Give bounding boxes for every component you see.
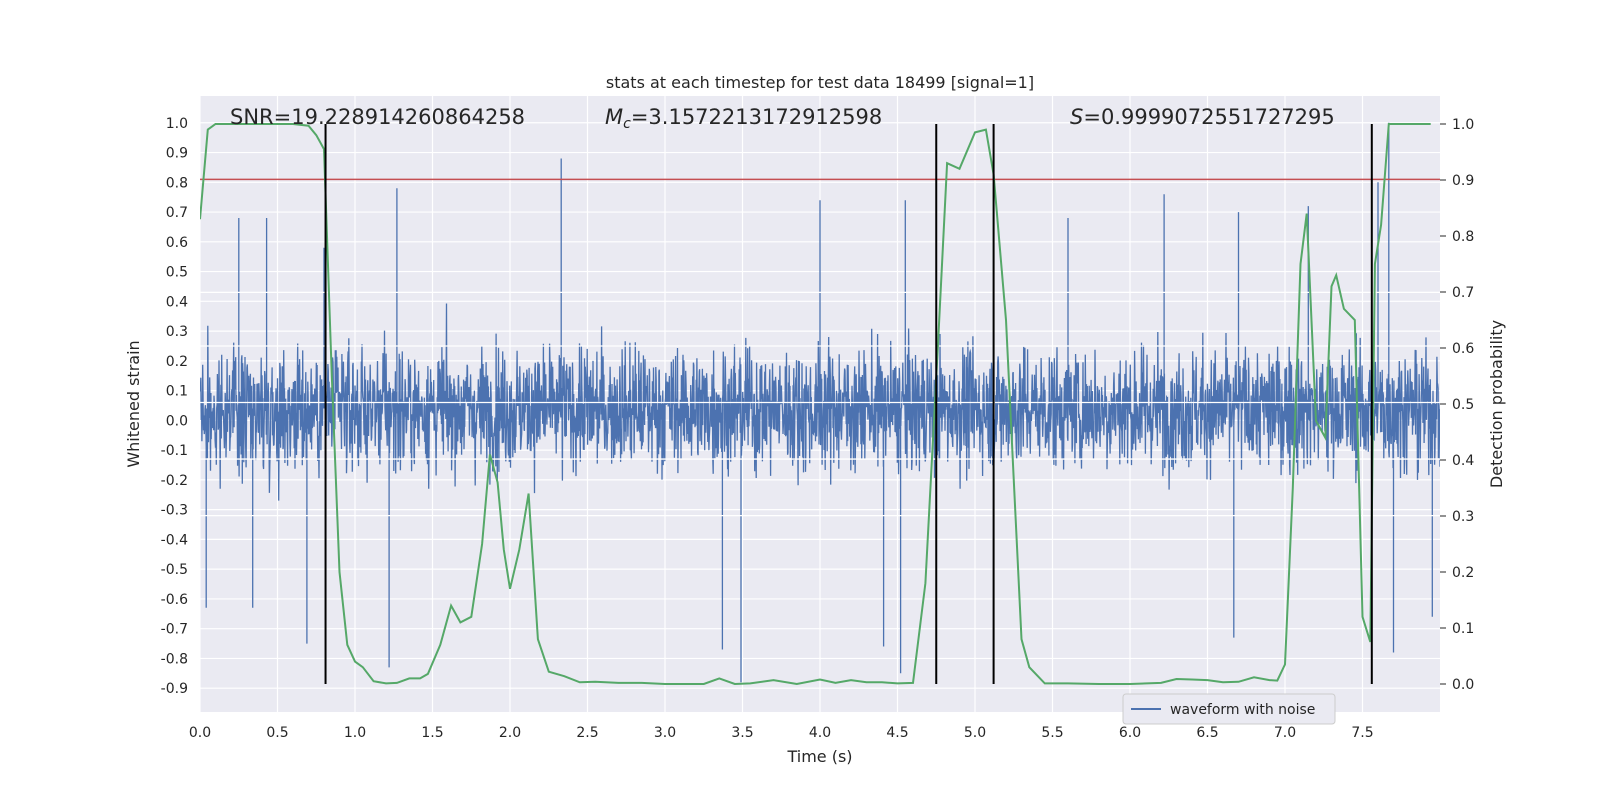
y-left-tick-label: 0.4 (166, 294, 188, 310)
y-left-tick-label: -0.1 (161, 443, 188, 459)
y-right-tick-label: 0.3 (1452, 509, 1474, 525)
legend-box (1122, 693, 1336, 725)
y-right-tick-label: 0.9 (1452, 173, 1474, 189)
y-right-tick-label: 0.7 (1452, 285, 1474, 301)
x-tick-label: 6.0 (1119, 725, 1141, 741)
x-tick-label: 4.5 (886, 725, 908, 741)
x-tick-label: 0.0 (189, 725, 211, 741)
y-right-tick-label: 0.2 (1452, 565, 1474, 581)
waveform-series (200, 122, 1440, 683)
y-left-tick-label: -0.8 (161, 651, 188, 667)
y-left-tick-label: 0.9 (166, 146, 188, 162)
y-left-tick-label: 0.3 (166, 324, 188, 340)
x-tick-label: 5.0 (964, 725, 986, 741)
x-tick-label: 6.5 (1196, 725, 1218, 741)
y-right-tick-label: 0.1 (1452, 621, 1474, 637)
grid-overlay (200, 291, 1440, 517)
y-axis-left-label: Whitened strain (124, 340, 143, 467)
y-axis-right-ticks: 1.0 0.9 0.8 0.7 0.6 0.5 0.4 0.3 0.2 0.1 0.0 (1440, 117, 1474, 693)
y-left-tick-label: 0.6 (166, 235, 188, 251)
x-tick-label: 2.5 (576, 725, 598, 741)
y-left-tick-label: -0.6 (161, 592, 188, 608)
x-tick-label: 7.5 (1351, 725, 1373, 741)
legend-label: waveform with noise (1170, 702, 1315, 718)
y-right-tick-label: 0.5 (1452, 397, 1474, 413)
y-left-tick-label: 0.8 (166, 175, 188, 191)
x-axis-ticks: 0.0 0.5 1.0 1.5 2.0 2.5 3.0 3.5 4.0 4.5 5.0 5.5 6.0 6… (189, 725, 1374, 741)
y-right-tick-label: 0.4 (1452, 453, 1474, 469)
y-left-tick-label: 0.1 (166, 384, 188, 400)
y-left-tick-label: 0.5 (166, 265, 188, 281)
chirp-mass-value: =3.1572213172912598 (631, 105, 882, 129)
vertical-markers (324, 124, 1373, 684)
y-left-tick-label: 0.2 (166, 354, 188, 370)
x-tick-label: 7.0 (1274, 725, 1296, 741)
chirp-mass-annotation: Mc=3.1572213172912598 (605, 105, 882, 132)
x-tick-label: 2.0 (499, 725, 521, 741)
x-tick-label: 1.0 (344, 725, 366, 741)
y-right-tick-label: 0.8 (1452, 229, 1474, 245)
x-tick-label: 3.5 (731, 725, 753, 741)
chirp-mass-symbol: M (605, 105, 623, 129)
y-left-tick-label: 0.7 (166, 205, 188, 221)
detection-probability-series (200, 123, 1431, 686)
chart-title: stats at each timestep for test data 184… (606, 73, 1034, 92)
s-symbol: S (1070, 105, 1083, 129)
s-annotation: S=0.9999072551727295 (1070, 105, 1335, 129)
y-left-tick-label: -0.4 (161, 532, 188, 548)
x-axis-label: Time (s) (786, 747, 852, 766)
snr-annotation: SNR=19.228914260864258 (230, 105, 525, 129)
y-right-tick-label: 0.6 (1452, 341, 1474, 357)
y-left-tick-label: 0.0 (166, 413, 188, 429)
y-right-tick-label: 1.0 (1452, 117, 1474, 133)
y-right-tick-label: 0.0 (1452, 677, 1474, 693)
y-left-tick-label: -0.2 (161, 473, 188, 489)
y-axis-left-ticks: 1.0 0.9 0.8 0.7 0.6 0.5 0.4 0.3 0.2 0.1 0.0 -0.1 -0.… (161, 116, 188, 697)
y-axis-right-label: Detection probability (1487, 320, 1506, 488)
x-tick-label: 1.5 (421, 725, 443, 741)
y-left-tick-label: -0.3 (161, 503, 188, 519)
chirp-mass-subscript: c (623, 116, 631, 132)
x-tick-label: 4.0 (809, 725, 831, 741)
y-left-tick-label: -0.7 (161, 622, 188, 638)
x-tick-label: 3.0 (654, 725, 676, 741)
y-left-tick-label: -0.5 (161, 562, 188, 578)
x-tick-label: 0.5 (266, 725, 288, 741)
y-left-tick-label: 1.0 (166, 116, 188, 132)
x-tick-label: 5.5 (1041, 725, 1063, 741)
y-left-tick-label: -0.9 (161, 681, 188, 697)
legend: waveform with noise (1122, 693, 1336, 725)
s-value: =0.9999072551727295 (1083, 105, 1334, 129)
